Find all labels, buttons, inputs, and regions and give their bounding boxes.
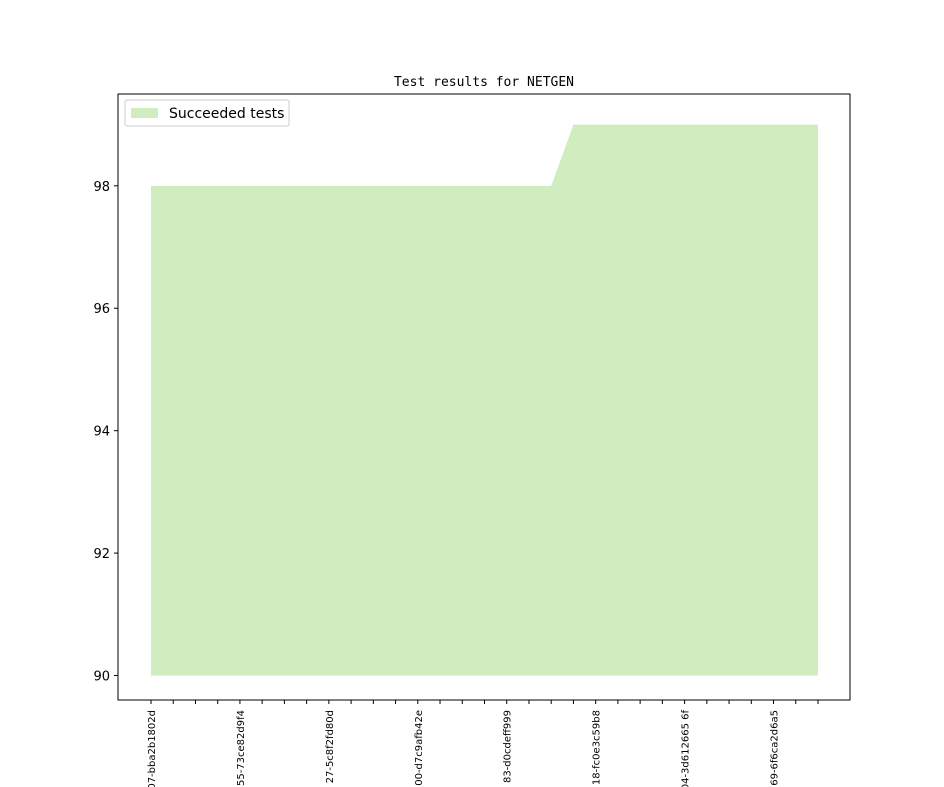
chart-title: Test results for NETGEN	[394, 75, 574, 90]
x-tick-label: 04-3d612665 6f	[681, 710, 692, 787]
y-axis: 90 92 94 96 98	[93, 180, 118, 685]
x-tick-label: 27-5c8f2fd80d	[325, 710, 336, 783]
y-tick-label: 98	[93, 180, 110, 195]
legend-swatch	[131, 108, 158, 118]
plot-area	[151, 124, 818, 676]
y-tick-label: 92	[93, 547, 110, 562]
x-tick-label: 55-73ce82d9f4	[236, 710, 247, 786]
x-tick-label: 18-fc0e3c59b8	[592, 710, 603, 785]
x-tick-label: 69-6f6ca2d6a5	[770, 710, 781, 786]
legend-label: Succeeded tests	[169, 106, 284, 122]
y-tick-label: 90	[93, 670, 110, 685]
y-tick-label: 94	[93, 425, 110, 440]
legend-box	[124, 99, 290, 127]
legend: Succeeded tests	[124, 99, 290, 127]
x-tick-label: 00-d7c9afb42e	[414, 710, 425, 786]
y-tick-label: 96	[93, 302, 110, 317]
x-tick-label: 07-bba2b1802d	[147, 710, 158, 787]
x-axis: 07-bba2b1802d 55-73ce82d9f4 27-5c8f2fd80d 0…	[147, 700, 819, 787]
area-series-0	[151, 124, 818, 676]
x-tick-label: 83-d0cdeff999	[503, 710, 514, 783]
